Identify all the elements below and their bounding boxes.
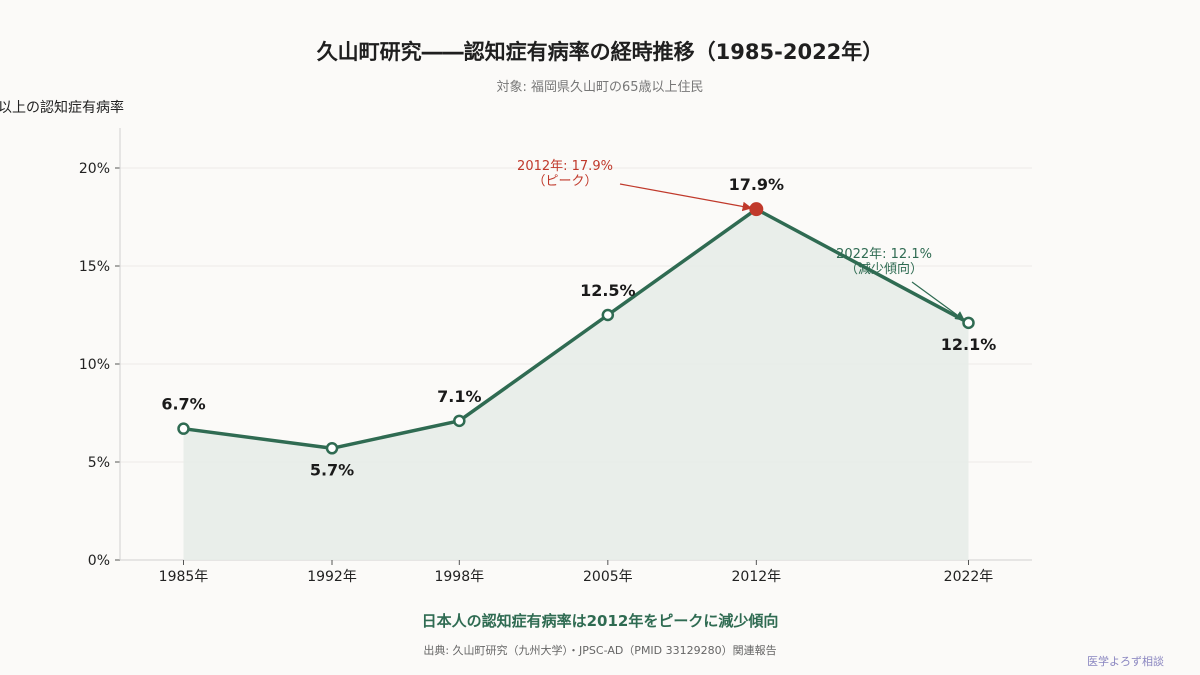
data-label: 12.1% <box>941 335 997 354</box>
x-tick-label: 1998年 <box>434 569 484 585</box>
data-label: 5.7% <box>310 460 354 479</box>
data-point <box>453 414 466 428</box>
x-tick-label: 2005年 <box>583 569 633 585</box>
annotation-text: 2022年: 12.1% <box>836 247 932 262</box>
peak-point <box>749 202 764 217</box>
annotation-text: 2012年: 17.9% <box>517 159 613 174</box>
x-tick-label: 1985年 <box>159 569 209 585</box>
source-citation: 出典: 久山町研究（九州大学）・JPSC-AD（PMID 33129280）関連… <box>423 644 777 657</box>
area-fill <box>183 209 969 560</box>
annotation-arrow <box>911 281 965 321</box>
y-tick-label: 0% <box>88 553 110 569</box>
y-tick-label: 20% <box>79 161 110 177</box>
y-axis-label: 65歳以上の認知症有病率 <box>0 100 124 116</box>
y-tick-label: 15% <box>79 259 110 275</box>
y-tick-label: 10% <box>79 357 110 373</box>
data-point <box>177 422 190 435</box>
data-label: 7.1% <box>437 387 481 406</box>
data-point <box>962 316 975 330</box>
data-point <box>601 308 615 322</box>
annotation-arrow <box>619 183 753 212</box>
series-line <box>183 207 970 451</box>
watermark: 医学よろず相談 <box>1087 655 1164 668</box>
data-label: 12.5% <box>580 281 636 300</box>
data-point <box>325 442 339 455</box>
x-tick-label: 1992年 <box>307 569 357 585</box>
y-tick-label: 5% <box>88 455 110 471</box>
annotation-text: （ピーク） <box>532 174 597 189</box>
data-label: 17.9% <box>729 175 785 194</box>
chart-title: 久山町研究――認知症有病率の経時推移（1985-2022年） <box>316 40 884 64</box>
x-tick-label: 2012年 <box>732 569 782 585</box>
conclusion-text: 日本人の認知症有病率は2012年をピークに減少傾向 <box>421 612 779 630</box>
chart-subtitle: 対象: 福岡県久山町の65歳以上住民 <box>496 80 704 95</box>
data-label: 6.7% <box>161 395 205 414</box>
x-tick-label: 2022年 <box>944 569 994 585</box>
annotation-text: （減少傾向） <box>845 261 923 277</box>
